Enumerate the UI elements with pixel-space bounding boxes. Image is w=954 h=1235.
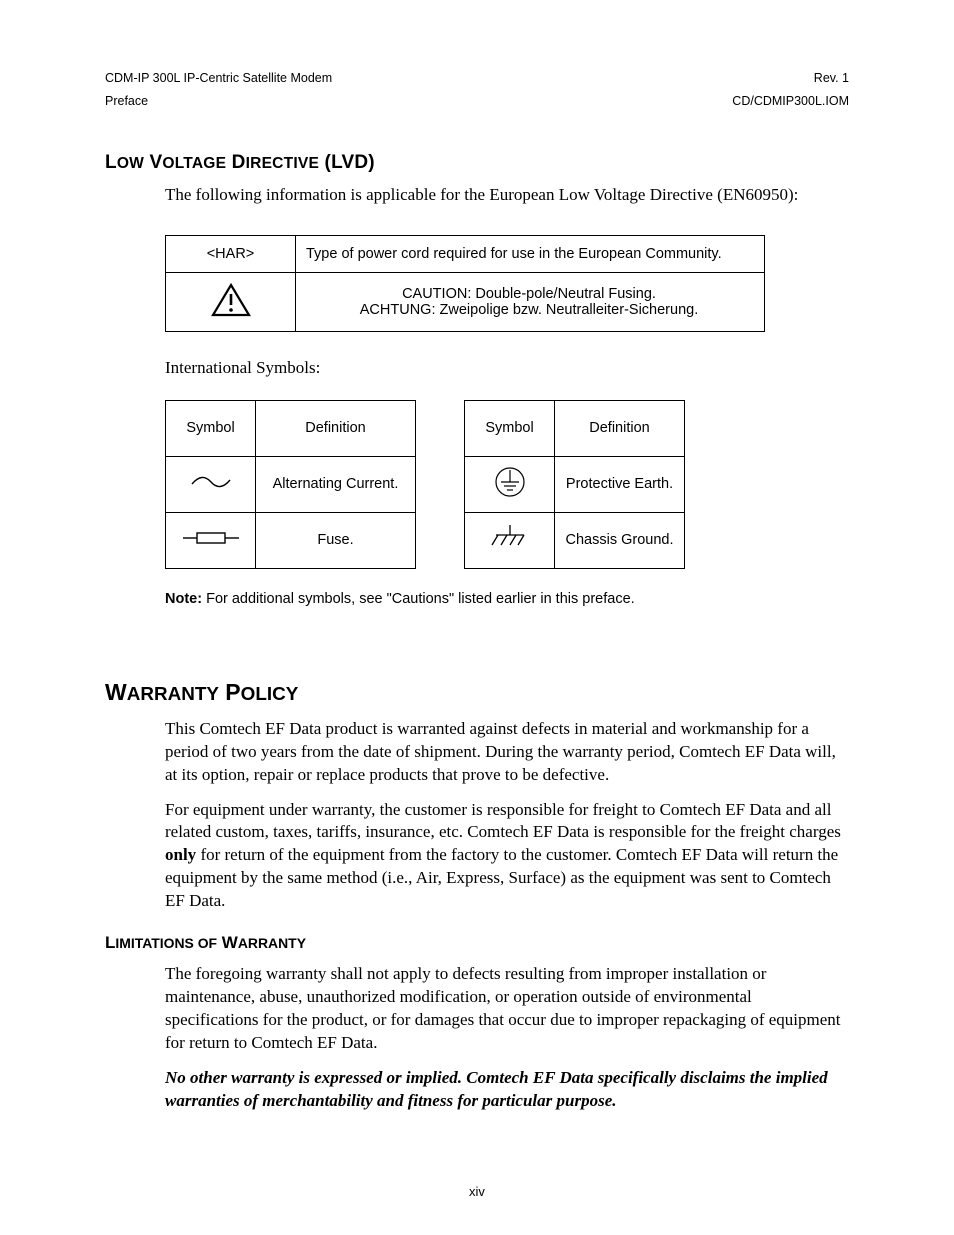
lvd-row-1: <HAR> Type of power cord required for us… <box>166 235 765 272</box>
lvd-caution-icon-cell <box>166 272 296 331</box>
sym-right-h2: Definition <box>555 400 685 456</box>
header-left-1: CDM-IP 300L IP-Centric Satellite Modem <box>105 70 332 87</box>
sym-left-h2: Definition <box>256 400 416 456</box>
header-left-2: Preface <box>105 93 148 110</box>
sym-left-h1: Symbol <box>166 400 256 456</box>
warranty-p2-bold: only <box>165 845 196 864</box>
ac-icon <box>186 472 236 496</box>
pearth-icon-cell <box>465 456 555 512</box>
caution-icon <box>211 283 251 321</box>
page-number: xiv <box>0 1184 954 1199</box>
header-row-2: Preface CD/CDMIP300L.IOM <box>105 93 849 110</box>
page-header: CDM-IP 300L IP-Centric Satellite Modem R… <box>105 70 849 110</box>
chassis-ground-icon <box>488 523 532 557</box>
limitations-p1: The foregoing warranty shall not apply t… <box>165 963 849 1055</box>
warranty-p1: This Comtech EF Data product is warrante… <box>165 718 849 787</box>
lvd-caution-line1: CAUTION: Double-pole/Neutral Fusing. <box>306 286 752 302</box>
lvd-har-cell: <HAR> <box>166 235 296 272</box>
symbols-tables-wrap: Symbol Definition Alternating Current. <box>165 400 849 569</box>
lvd-intro: The following information is applicable … <box>165 184 849 207</box>
intl-symbols-label: International Symbols: <box>165 358 849 378</box>
ac-def: Alternating Current. <box>256 456 416 512</box>
lvd-table: <HAR> Type of power cord required for us… <box>165 235 765 332</box>
note-rest: For additional symbols, see "Cautions" l… <box>202 591 635 607</box>
lvd-caution-line2: ACHTUNG: Zweipolige bzw. Neutralleiter-S… <box>306 302 752 318</box>
sym-right-h1: Symbol <box>465 400 555 456</box>
chassis-def: Chassis Ground. <box>555 512 685 568</box>
header-right-2: CD/CDMIP300L.IOM <box>732 93 849 110</box>
fuse-def: Fuse. <box>256 512 416 568</box>
warranty-p2-pre: For equipment under warranty, the custom… <box>165 800 841 842</box>
fuse-icon <box>181 528 241 552</box>
ac-icon-cell <box>166 456 256 512</box>
fuse-icon-cell <box>166 512 256 568</box>
note-line: Note: For additional symbols, see "Cauti… <box>165 591 849 607</box>
note-bold: Note: <box>165 591 202 607</box>
symbols-table-right: Symbol Definition Protective Earth. <box>464 400 685 569</box>
warranty-title: WARRANTY POLICY <box>105 679 849 706</box>
lvd-caution-desc: CAUTION: Double-pole/Neutral Fusing. ACH… <box>296 272 765 331</box>
lvd-har-desc: Type of power cord required for use in t… <box>296 235 765 272</box>
pearth-def: Protective Earth. <box>555 456 685 512</box>
limitations-emph: No other warranty is expressed or implie… <box>165 1067 849 1113</box>
protective-earth-icon <box>492 464 528 504</box>
header-right-1: Rev. 1 <box>814 70 849 87</box>
symbols-table-left: Symbol Definition Alternating Current. <box>165 400 416 569</box>
lvd-title: LOW VOLTAGE DIRECTIVE (LVD) <box>105 152 849 174</box>
limitations-title: LIMITATIONS OF WARRANTY <box>105 933 849 953</box>
lvd-row-2: CAUTION: Double-pole/Neutral Fusing. ACH… <box>166 272 765 331</box>
header-row-1: CDM-IP 300L IP-Centric Satellite Modem R… <box>105 70 849 87</box>
warranty-p2-post: for return of the equipment from the fac… <box>165 845 838 910</box>
warranty-p2: For equipment under warranty, the custom… <box>165 799 849 914</box>
chassis-icon-cell <box>465 512 555 568</box>
